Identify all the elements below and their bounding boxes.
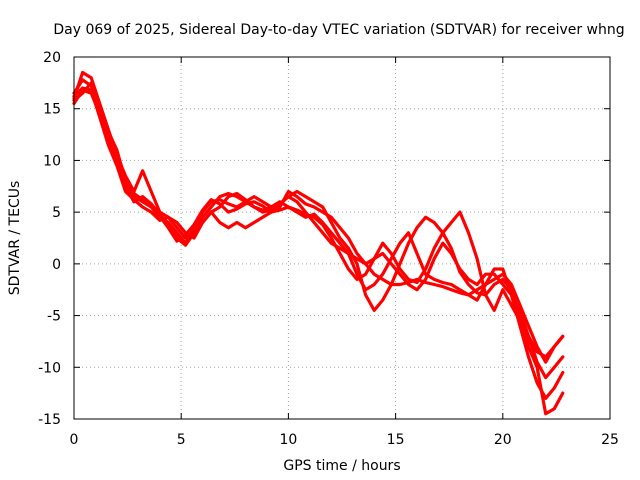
y-axis-label: SDTVAR / TECUs (7, 181, 23, 296)
x-tick-label: 25 (601, 432, 619, 448)
axis-ticks: 0 5 10 15 20 25 20 15 10 5 0 -5 -10 -15 (38, 50, 619, 448)
y-tick-label: -10 (38, 360, 61, 376)
x-tick-label: 0 (70, 432, 79, 448)
grid (74, 57, 610, 419)
x-axis-label: GPS time / hours (283, 458, 400, 474)
x-tick-label: 10 (279, 432, 297, 448)
x-tick-label: 5 (177, 432, 186, 448)
plot-frame (73, 56, 611, 420)
y-tick-label: 0 (52, 257, 61, 273)
x-tick-label: 15 (387, 432, 405, 448)
series-group (72, 70, 565, 416)
series-line-track-d (72, 86, 565, 359)
series-line-track-e (72, 81, 565, 380)
y-tick-label: -15 (38, 412, 61, 428)
y-tick-label: -5 (47, 309, 61, 325)
series-line-track-c (72, 70, 565, 416)
y-tick-label: 15 (43, 102, 61, 118)
y-tick-label: 20 (43, 50, 61, 66)
x-tick-label: 20 (494, 432, 512, 448)
y-tick-label: 10 (43, 153, 61, 169)
series-line-track-b (72, 88, 565, 400)
y-tick-label: 5 (52, 205, 61, 221)
chart-title: Day 069 of 2025, Sidereal Day-to-day VTE… (53, 22, 624, 38)
